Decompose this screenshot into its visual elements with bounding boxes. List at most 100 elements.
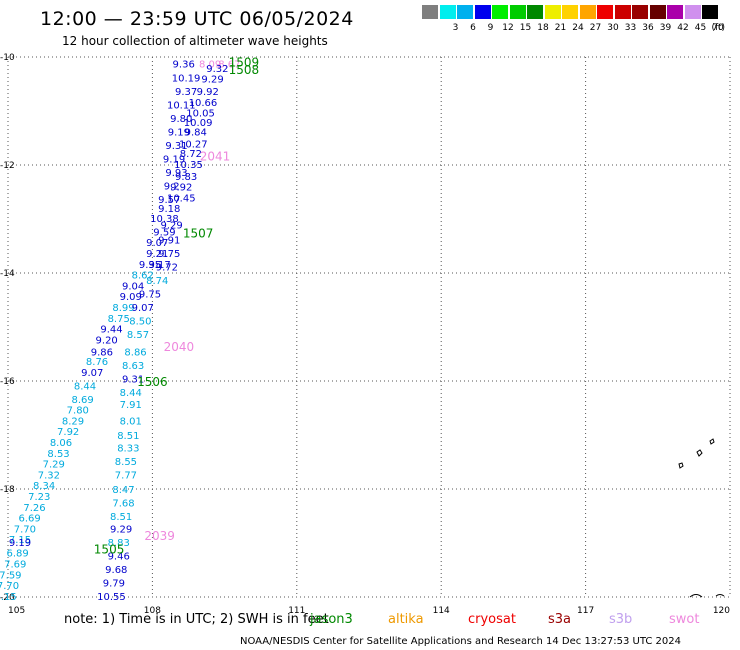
wave-height-value: 9.18 xyxy=(158,204,180,215)
wave-height-value: 9.72 xyxy=(156,263,178,274)
satellite-label-cryosat: cryosat xyxy=(468,612,516,627)
wave-height-value: 9.93 xyxy=(165,168,187,179)
wave-height-value: 9.80 xyxy=(170,114,192,125)
wave-height-value: 8.06 xyxy=(50,438,72,449)
wave-height-value: 9.09 xyxy=(120,292,142,303)
island xyxy=(709,438,715,445)
legend-label: 27 xyxy=(589,23,602,33)
wave-height-value: 10.05 xyxy=(186,109,215,120)
wave-height-value: 9.37 xyxy=(175,87,197,98)
island xyxy=(689,594,703,598)
wave-height-value: 9.29 xyxy=(161,220,183,231)
wave-height-value: 8.76 xyxy=(86,357,108,368)
legend-swatch xyxy=(667,5,683,19)
wave-height-value: 8.67 xyxy=(218,59,240,70)
pass-time-label: 1509 xyxy=(229,55,260,69)
satellite-label-s3b: s3b xyxy=(609,612,633,627)
legend-swatch xyxy=(439,5,456,19)
wave-height-value: 9.04 xyxy=(122,281,144,292)
wave-height-value: 8.47 xyxy=(112,485,134,496)
wave-height-value: 7.92 xyxy=(57,427,79,438)
wave-height-value: 9.19 xyxy=(9,538,31,549)
wave-height-value: 9.31 xyxy=(122,374,144,385)
wave-height-value: 8.44 xyxy=(120,388,142,399)
footer-credit: NOAA/NESDIS Center for Satellite Applica… xyxy=(240,636,682,647)
island xyxy=(696,449,703,457)
legend-label: 39 xyxy=(659,23,672,33)
lat-tick-label: -16 xyxy=(0,377,15,387)
legend-label: 42 xyxy=(677,23,689,33)
wave-height-value: 7.80 xyxy=(67,406,89,417)
wave-height-value: 8.44 xyxy=(74,381,96,392)
wave-height-value: 9.29 xyxy=(201,75,223,86)
wave-height-value: 9.19 xyxy=(168,128,190,139)
pass-time-label: 1508 xyxy=(229,63,260,77)
wave-height-value: 8.62 xyxy=(132,271,154,282)
wave-height-value: 8.74 xyxy=(146,276,168,287)
wave-height-value: 8.09 xyxy=(199,59,221,70)
wave-height-value: 8.34 xyxy=(33,481,55,492)
wave-height-value: 7.70 xyxy=(0,581,19,592)
map-title: 12:00 — 23:59 UTC 06/05/2024 xyxy=(40,8,354,30)
wave-height-value: 8.51 xyxy=(117,431,139,442)
legend-swatch xyxy=(492,5,508,19)
wave-height-value: 9.2 xyxy=(164,182,180,193)
wave-height-value: 9.21 xyxy=(146,249,168,260)
wave-height-value: 10.45 xyxy=(167,193,196,204)
lon-tick-label: 117 xyxy=(577,606,594,616)
lat-tick-label: -20 xyxy=(0,593,15,603)
wave-height-value: 10.35 xyxy=(174,160,203,171)
wave-height-value: 9.75 xyxy=(158,249,180,260)
wave-height-value: 8.72 xyxy=(180,149,202,160)
wave-height-value: 9.31 xyxy=(165,141,187,152)
wave-height-value: 10.55 xyxy=(97,592,126,603)
legend-label: 36 xyxy=(642,23,654,33)
lon-tick-label: 114 xyxy=(433,606,450,616)
wave-height-value: 8.99 xyxy=(112,303,134,314)
legend-label: 3 xyxy=(452,23,459,33)
legend-swatch xyxy=(544,5,561,19)
wave-height-value: 8.55 xyxy=(115,457,137,468)
pass-time-label: 1506 xyxy=(137,375,168,389)
satellite-label-jason3: jason3 xyxy=(310,612,353,627)
legend-swatch xyxy=(579,5,596,19)
wave-height-value: 7.70 xyxy=(14,524,36,535)
coastline xyxy=(678,438,725,598)
lon-tick-label: 111 xyxy=(288,606,305,616)
wave-height-value: 9.83 xyxy=(175,172,197,183)
island xyxy=(715,594,725,597)
pass-time-label: 1507 xyxy=(183,227,214,241)
lat-tick-label: -12 xyxy=(0,161,15,171)
wave-height-value: 9.29 xyxy=(110,524,132,535)
wave-height-value: 10.09 xyxy=(184,118,213,129)
wave-height-value: 7.26 xyxy=(23,503,45,514)
lat-tick-label: -18 xyxy=(0,485,15,495)
wave-height-value: 8.83 xyxy=(108,538,130,549)
wave-height-value: 8.01 xyxy=(120,416,142,427)
wave-height-value: 8.86 xyxy=(124,347,146,358)
wave-height-value: 6.89 xyxy=(6,549,28,560)
legend-label: 45 xyxy=(694,23,707,33)
legend-swatch xyxy=(597,5,613,19)
wave-height-value: 7.77 xyxy=(115,470,137,481)
wave-height-value: 10.19 xyxy=(172,74,201,85)
wave-height-value: 9.19 xyxy=(163,155,185,166)
wave-height-value: 9.07 xyxy=(132,303,154,314)
wave-height-value: 9.44 xyxy=(100,325,122,336)
wave-height-value: 8.57 xyxy=(127,330,149,341)
wave-height-value: 9.84 xyxy=(185,128,207,139)
satellite-label-swot: swot xyxy=(669,612,700,627)
wave-height-value: 9.79 xyxy=(103,578,125,589)
wave-height-value: 10.11 xyxy=(167,101,196,112)
legend-label: 12 xyxy=(502,23,514,33)
lon-tick-label: 105 xyxy=(8,606,25,616)
wave-height-value: 8.75 xyxy=(108,314,130,325)
wave-height-value: 7.23 xyxy=(28,492,50,503)
wave-height-value: 9.07 xyxy=(81,368,103,379)
wave-height-value: 8.63 xyxy=(122,361,144,372)
wave-height-value: 9.07 xyxy=(146,238,168,249)
legend-label: 15 xyxy=(519,23,532,33)
wave-height-value: 7.69 xyxy=(4,560,26,571)
